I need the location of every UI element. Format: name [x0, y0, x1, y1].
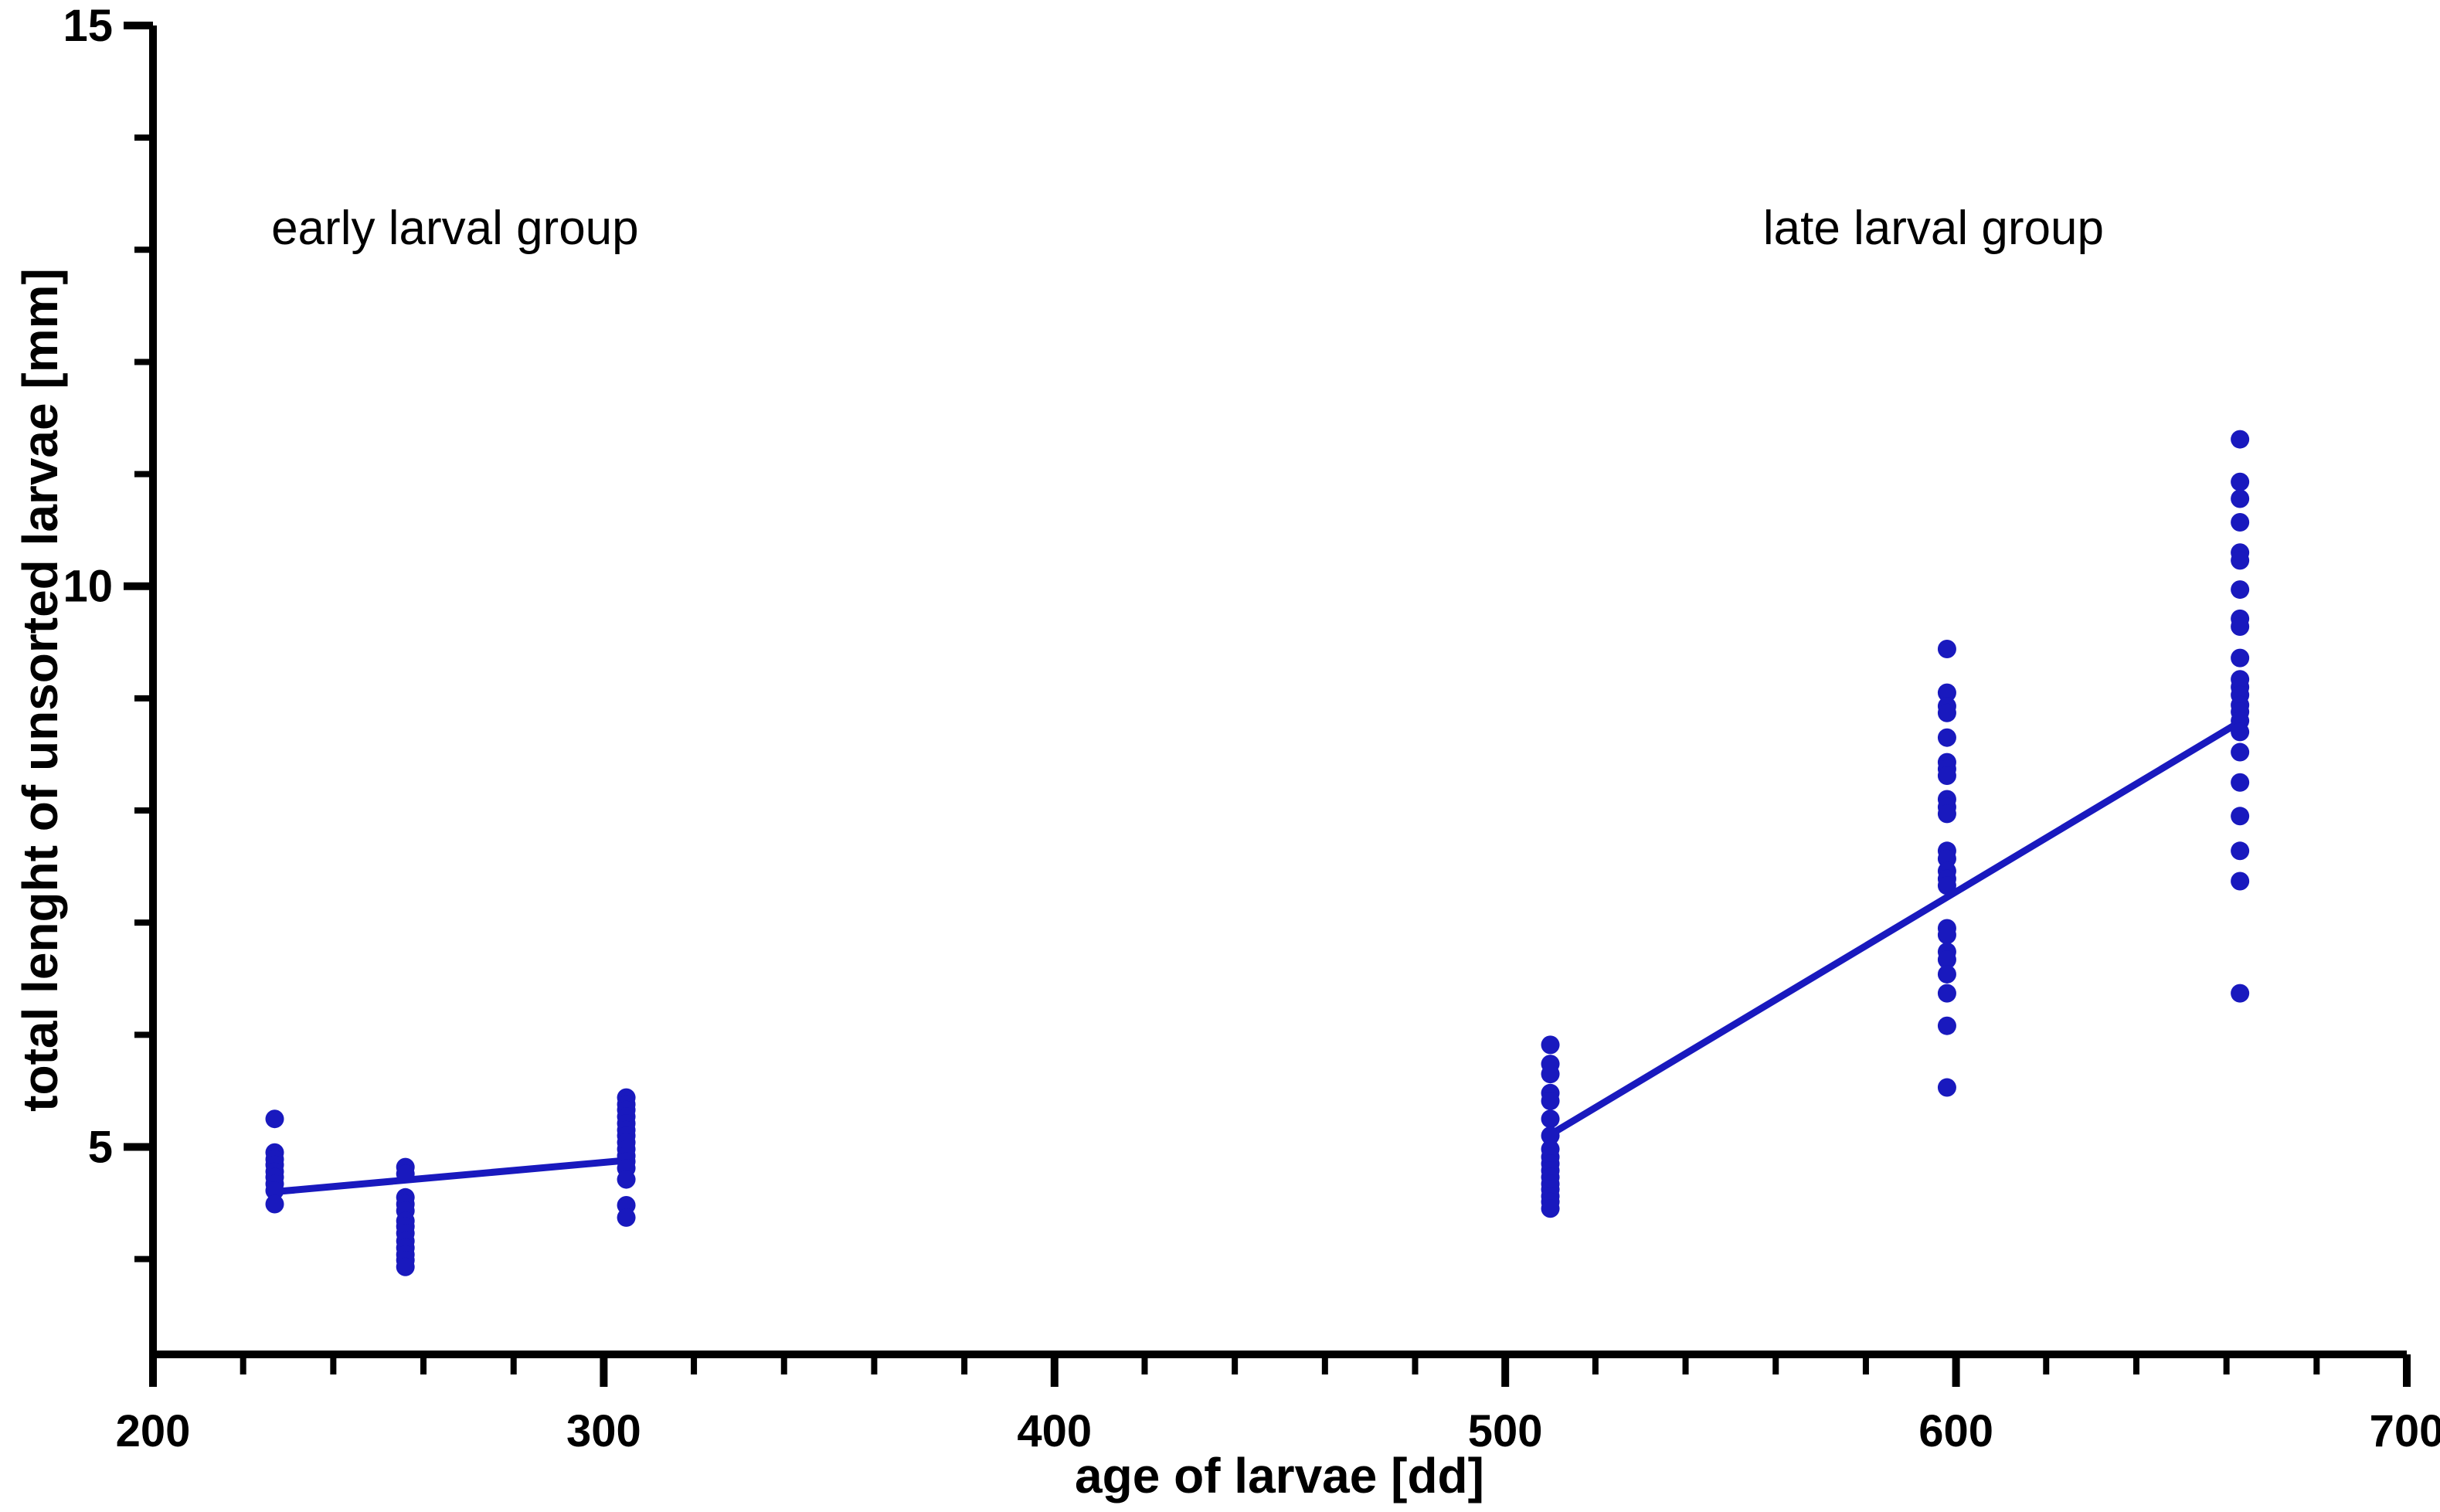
data-point	[1937, 1016, 1956, 1035]
data-point	[2231, 722, 2250, 742]
tick-labels: 200 300 400 500 600 700 5 10 15	[63, 1, 2440, 1456]
annotation-early-larval-group: early larval group	[271, 202, 639, 255]
data-points	[265, 430, 2250, 1276]
data-point	[1541, 1126, 1560, 1145]
data-point	[2231, 841, 2250, 861]
y-axis-tick-label: 5	[88, 1122, 113, 1172]
data-point	[2231, 984, 2250, 1003]
data-point	[1541, 1065, 1560, 1084]
data-point	[2231, 807, 2250, 826]
data-point	[265, 1181, 284, 1201]
y-axis-tick-label: 10	[63, 562, 113, 612]
group-annotations: early larval group late larval group	[271, 202, 2104, 255]
data-point	[2231, 872, 2250, 891]
y-axis-title: total lenght of unsorted larvae [mm]	[12, 268, 68, 1112]
x-axis-tick-label: 300	[566, 1406, 641, 1456]
data-point	[1541, 1091, 1560, 1110]
data-point	[265, 1194, 284, 1214]
regression-line	[1547, 718, 2244, 1139]
data-point	[1937, 984, 1956, 1003]
data-point	[1937, 804, 1956, 824]
data-point	[265, 1109, 284, 1129]
data-point	[1937, 876, 1956, 895]
axis-ticks	[124, 22, 2411, 1387]
data-point	[1937, 728, 1956, 747]
data-point	[2231, 773, 2250, 792]
data-point	[1937, 640, 1956, 659]
x-axis-tick-label: 700	[2370, 1406, 2440, 1456]
data-point	[1541, 1109, 1560, 1129]
data-point	[2231, 489, 2250, 508]
data-point	[617, 1208, 636, 1227]
data-point	[2231, 472, 2250, 491]
data-point	[2231, 742, 2250, 762]
data-point	[617, 1170, 636, 1189]
data-point	[2231, 580, 2250, 600]
y-axis-tick-label: 15	[63, 1, 113, 51]
regression-lines	[271, 718, 2244, 1196]
data-point	[1937, 964, 1956, 984]
data-point	[396, 1164, 415, 1184]
data-point	[1937, 683, 1956, 702]
x-axis-tick-label: 500	[1468, 1406, 1543, 1456]
regression-line	[271, 1157, 630, 1196]
data-point	[1937, 703, 1956, 722]
data-point	[2231, 617, 2250, 636]
data-point	[2231, 648, 2250, 668]
data-point	[1937, 950, 1956, 970]
data-point	[1937, 1078, 1956, 1097]
x-axis-title: age of larvae [dd]	[1075, 1448, 1484, 1504]
annotation-late-larval-group: late larval group	[1763, 202, 2104, 255]
data-point	[1937, 926, 1956, 945]
data-point	[1541, 1199, 1560, 1218]
x-axis-tick-label: 600	[1918, 1406, 1993, 1456]
data-point	[2231, 513, 2250, 532]
data-point	[2231, 551, 2250, 570]
data-point	[2231, 430, 2250, 449]
data-point	[396, 1257, 415, 1276]
x-axis-tick-label: 200	[116, 1406, 191, 1456]
x-axis-tick-label: 400	[1017, 1406, 1092, 1456]
data-point	[1937, 766, 1956, 786]
data-point	[1541, 1035, 1560, 1055]
